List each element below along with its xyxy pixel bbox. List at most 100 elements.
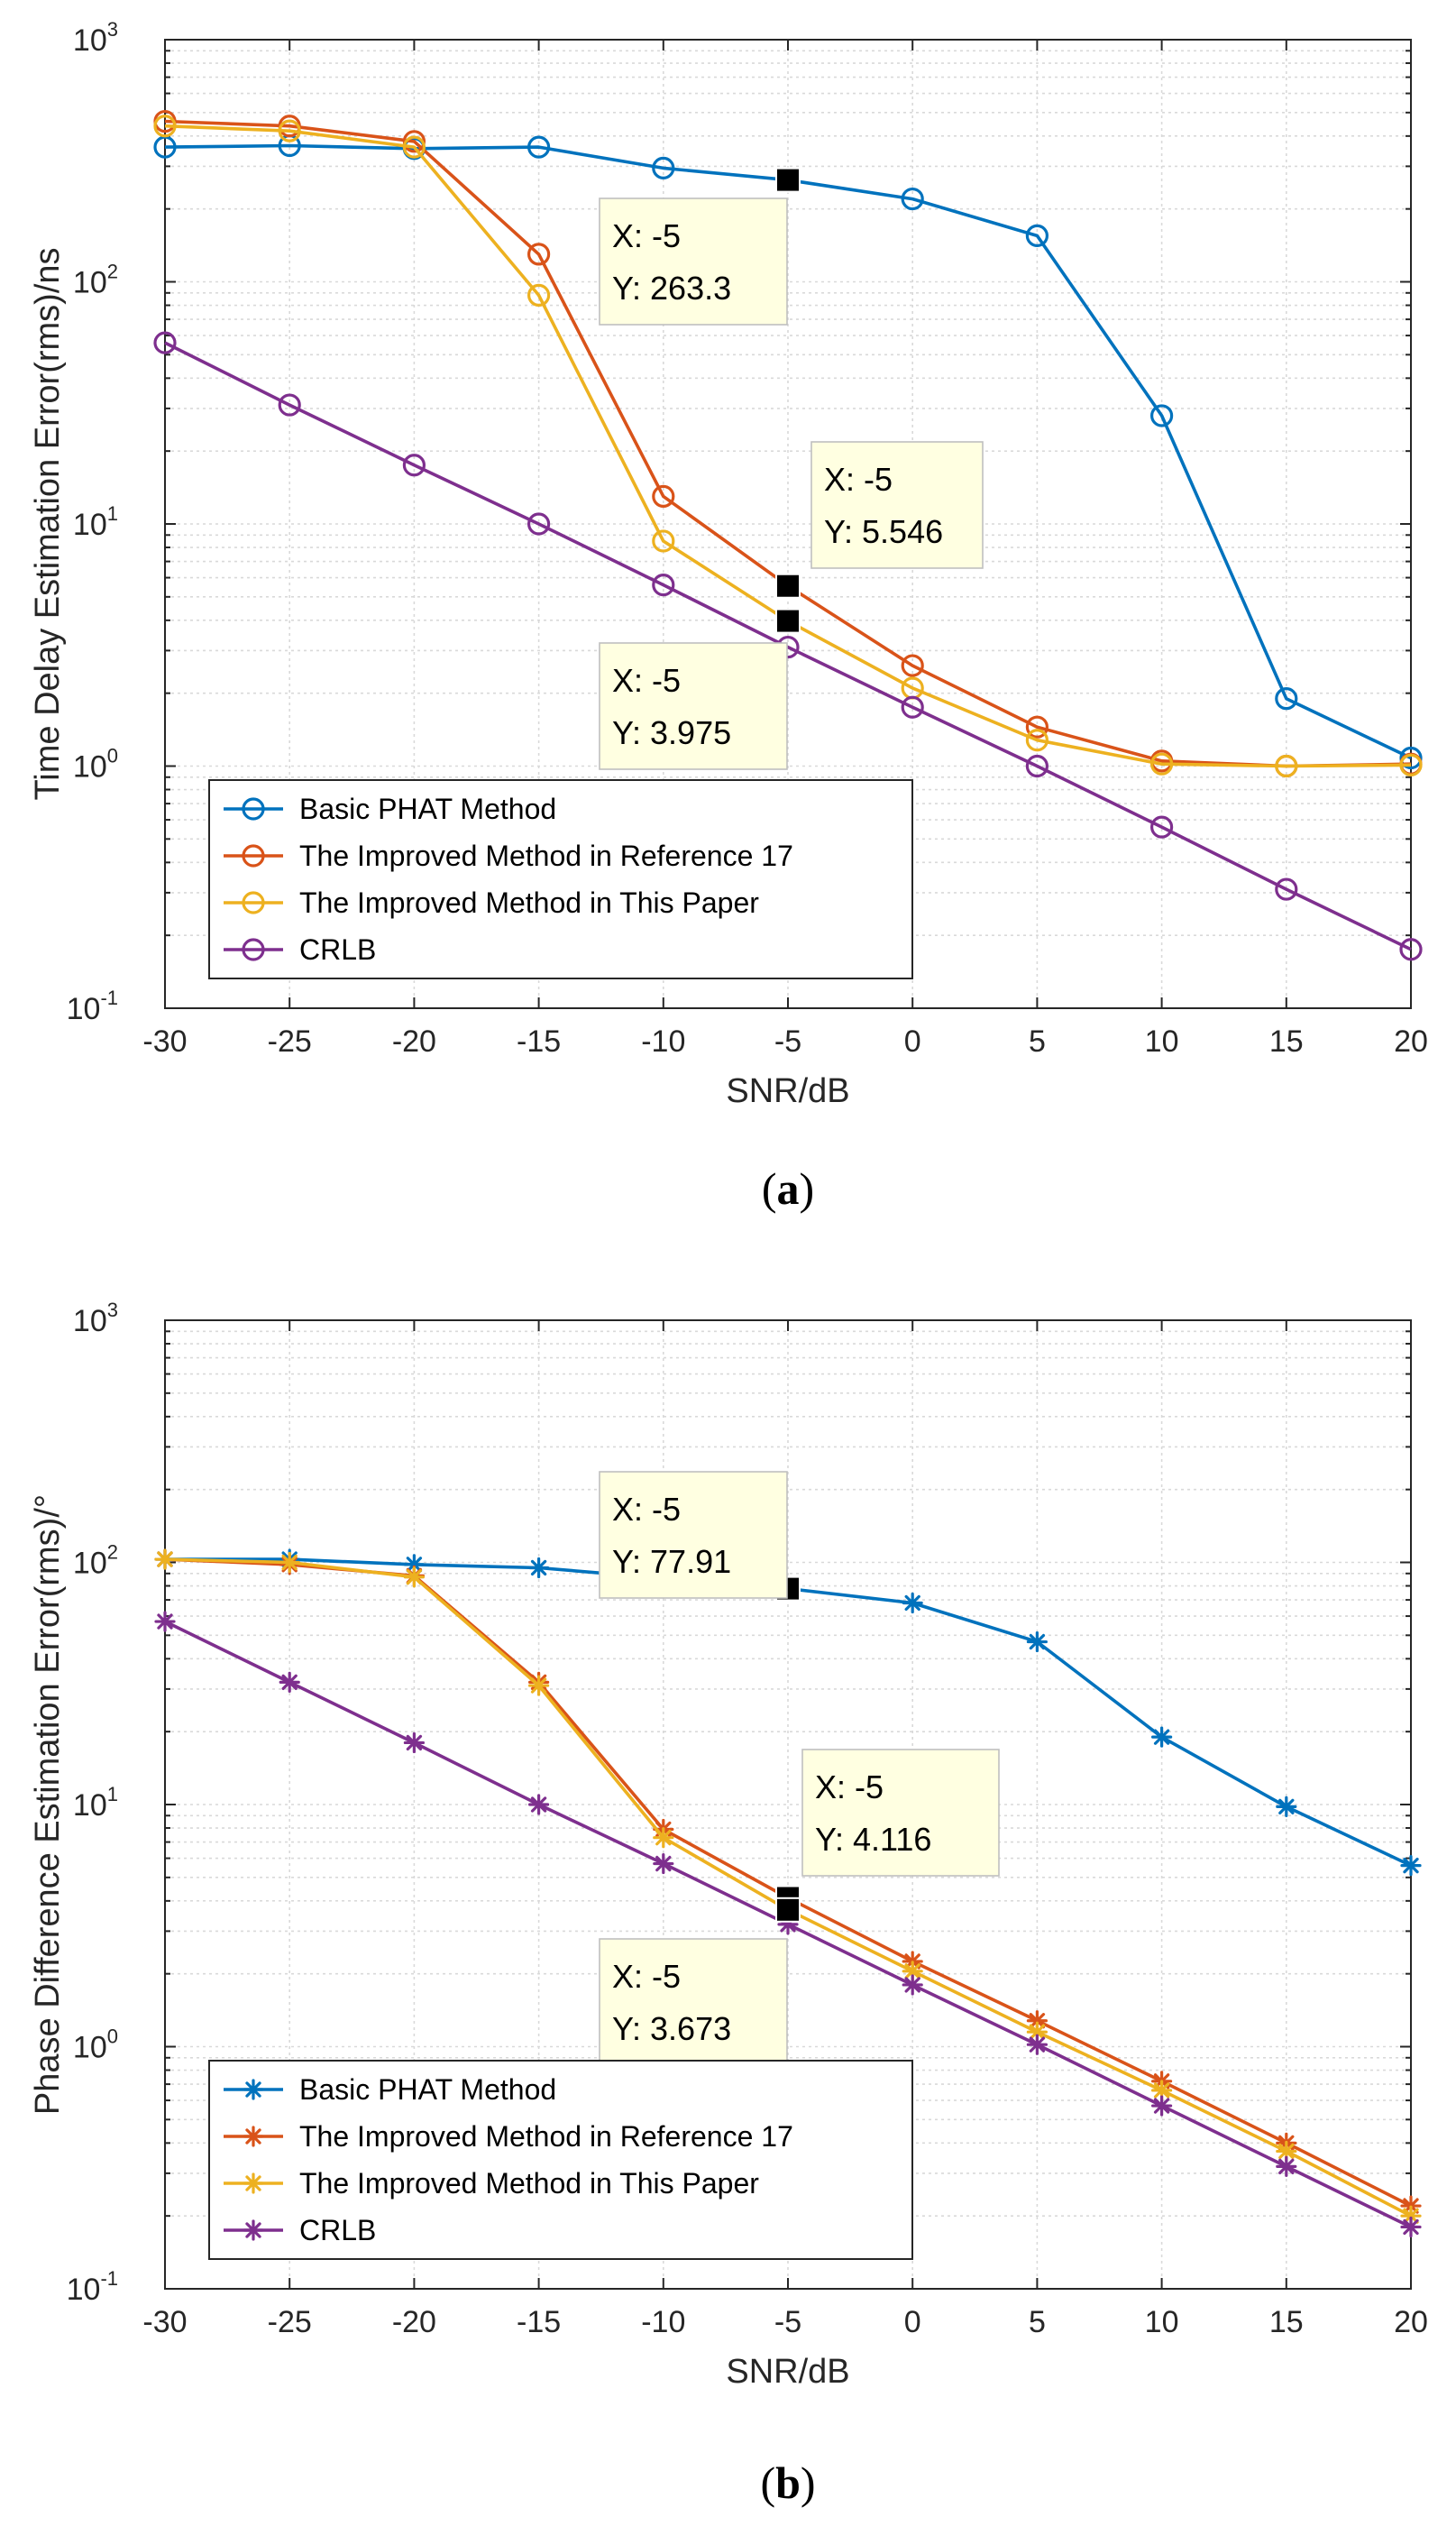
panel-b-legend-label-ref17: The Improved Method in Reference 17 <box>299 2120 793 2153</box>
panel-b-data-point-crlb <box>1276 2155 1297 2177</box>
panel-b-x-tick-label: 15 <box>1269 2305 1304 2339</box>
panel-a-legend-marker-ref17 <box>242 844 265 868</box>
panel-b-datatip-marker <box>775 1897 801 1923</box>
panel-a-datatip-box <box>599 197 788 326</box>
panel-a-data-point-basic <box>1399 746 1423 770</box>
panel-b-chart: -30 -25 -20 -15 -10 -5 0 5 10 15 20 10-1 100 101 102 10… <box>29 1299 1428 2508</box>
panel-b-y-tick-label: 103 <box>73 1299 118 1338</box>
panel-b-datatip-x-label: X: -5 <box>612 1491 681 1528</box>
panel-b-legend-marker-basic-stroke <box>245 2081 261 2098</box>
panel-b-x-tick-label: -25 <box>268 2305 312 2339</box>
panel-b-data-point-crlb <box>279 1671 300 1693</box>
panel-b-y-axis-label: Phase Difference Estimation Error(rms)/° <box>29 1494 67 2115</box>
panel-b-data-point-basic-stroke <box>406 1557 423 1573</box>
panel-b-data-point-basic <box>1026 1630 1049 1653</box>
panel-b-x-tick-label: 5 <box>1029 2305 1046 2339</box>
panel-b-x-tick-label: -15 <box>517 2305 561 2339</box>
panel-a-data-point-paper <box>1399 753 1423 776</box>
panel-a-data-point-crlb <box>1275 877 1298 901</box>
panel-b-x-tick-label: 20 <box>1394 2305 1428 2339</box>
panel-b-datatip-y-label: Y: 4.116 <box>815 1821 931 1858</box>
panel-b-data-point-basic <box>527 1557 550 1579</box>
panel-a-data-point-crlb <box>153 331 177 354</box>
panel-a-y-tick-label: 103 <box>73 18 118 58</box>
panel-b-x-axis-label: SNR/dB <box>726 2353 849 2391</box>
panel-b-datatip-3: X: -5 Y: 3.673 <box>599 1897 801 2066</box>
panel-a-x-tick-label: -15 <box>517 1024 561 1059</box>
panel-b-data-point-basic <box>902 1592 923 1614</box>
panel-b-data-point-basic-stroke <box>904 1594 920 1612</box>
panel-b-data-point-crlb <box>403 1731 425 1754</box>
panel-a-datatip-x-label: X: -5 <box>612 662 681 699</box>
panel-a-datatip-marker <box>775 573 801 599</box>
panel-b-data-point-paper-stroke <box>530 1677 547 1694</box>
panel-b-datatip-x-label: X: -5 <box>612 1958 681 1995</box>
panel-b-data-point-paper <box>279 1551 300 1574</box>
panel-a-data-point-ref17 <box>1025 715 1049 739</box>
panel-b-data-point-paper <box>154 1548 176 1570</box>
panel-b-x-tick-label: -5 <box>774 2305 801 2339</box>
panel-b-data-point-crlb-stroke <box>1278 2158 1295 2175</box>
panel-b-data-point-paper <box>653 1827 674 1849</box>
panel-a-datatip-marker <box>775 608 801 634</box>
panel-b-y-tick-label: 101 <box>73 1783 118 1823</box>
panel-a-y-axis-label: Time Delay Estimation Error(rms)/ns <box>29 247 67 800</box>
panel-b-data-point-paper-stroke <box>406 1569 423 1585</box>
panel-b-legend-marker-basic <box>243 2079 264 2100</box>
panel-b-legend-label-paper: The Improved Method in This Paper <box>299 2167 759 2200</box>
panel-b-datatip-y-label: Y: 3.673 <box>612 2010 731 2047</box>
panel-a-x-axis-label: SNR/dB <box>726 1072 849 1110</box>
panel-b-data-point-crlb-stroke <box>157 1613 173 1630</box>
panel-a-x-tick-label: -10 <box>641 1024 685 1059</box>
panel-b-data-point-basic-stroke <box>1153 1729 1170 1745</box>
panel-a-data-point-ref17 <box>652 484 675 509</box>
panel-b-x-tick-label: -20 <box>392 2305 436 2339</box>
panel-b-data-point-crlb-stroke <box>904 1977 920 1993</box>
panel-a-data-point-paper <box>402 135 426 159</box>
panel-a-legend: Basic PHAT Method The Improved Method in … <box>208 779 913 979</box>
panel-b-data-point-crlb-stroke <box>1029 2036 1046 2053</box>
panel-b-data-point-ref17-stroke <box>1029 2013 1046 2029</box>
panel-b-data-point-crlb-stroke <box>655 1855 672 1872</box>
panel-a-data-point-paper <box>153 115 177 138</box>
panel-b-data-point-paper-stroke <box>281 1554 298 1571</box>
panel-a-data-point-basic <box>901 187 924 211</box>
panel-b-data-point-basic-stroke <box>1403 1857 1419 1874</box>
panel-a-data-point-basic <box>1275 687 1298 711</box>
panel-a-caption: (a) <box>762 1163 814 1214</box>
panel-b-data-point-crlb-stroke <box>406 1734 423 1751</box>
panel-b-data-point-paper <box>527 1675 550 1696</box>
panel-b-y-tick-label: 102 <box>73 1541 118 1581</box>
panel-b-data-point-crlb-stroke <box>1403 2218 1419 2236</box>
panel-a-datatip-x-label: X: -5 <box>612 217 681 254</box>
panel-a-data-point-paper <box>278 119 301 142</box>
panel-b-data-point-crlb <box>902 1974 923 1996</box>
panel-a-datatip-box <box>599 642 788 770</box>
panel-a-data-point-crlb <box>652 574 675 597</box>
panel-b-data-point-paper-stroke <box>904 1963 920 1979</box>
panel-a-x-tick-label: 10 <box>1145 1024 1179 1059</box>
panel-b-legend-marker-crlb-stroke <box>245 2222 261 2238</box>
panel-a-legend-label-crlb: CRLB <box>299 933 376 966</box>
panel-a-x-tick-label: 5 <box>1029 1024 1046 1059</box>
panel-a-x-tick-label: 20 <box>1394 1024 1428 1059</box>
panel-a-data-point-basic <box>652 156 675 179</box>
panel-a-legend-marker-paper <box>242 891 265 914</box>
panel-a-data-point-ref17 <box>402 130 426 153</box>
panel-b-data-point-basic-stroke <box>1029 1633 1046 1650</box>
panel-b-data-point-basic <box>1276 1796 1297 1817</box>
panel-b-data-point-crlb <box>653 1852 674 1875</box>
panel-b-data-point-paper-stroke <box>1278 2143 1295 2160</box>
panel-a-datatip-y-label: Y: 263.3 <box>612 270 731 307</box>
panel-a-data-point-ref17 <box>527 243 551 266</box>
panel-a-datatip-2: X: -5 Y: 5.546 <box>775 441 984 599</box>
panel-a-legend-label-paper: The Improved Method in This Paper <box>299 886 759 919</box>
panel-a-y-tick-label: 10-1 <box>67 987 118 1026</box>
panel-b-legend-marker-ref17 <box>243 2126 264 2147</box>
panel-a-y-tick-label: 100 <box>73 745 118 785</box>
panel-a-data-point-paper <box>527 283 551 308</box>
panel-b-datatip-box <box>599 1471 788 1599</box>
panel-b-legend-marker-ref17-stroke <box>245 2128 261 2145</box>
panel-a-x-tick-label: -20 <box>392 1024 436 1059</box>
